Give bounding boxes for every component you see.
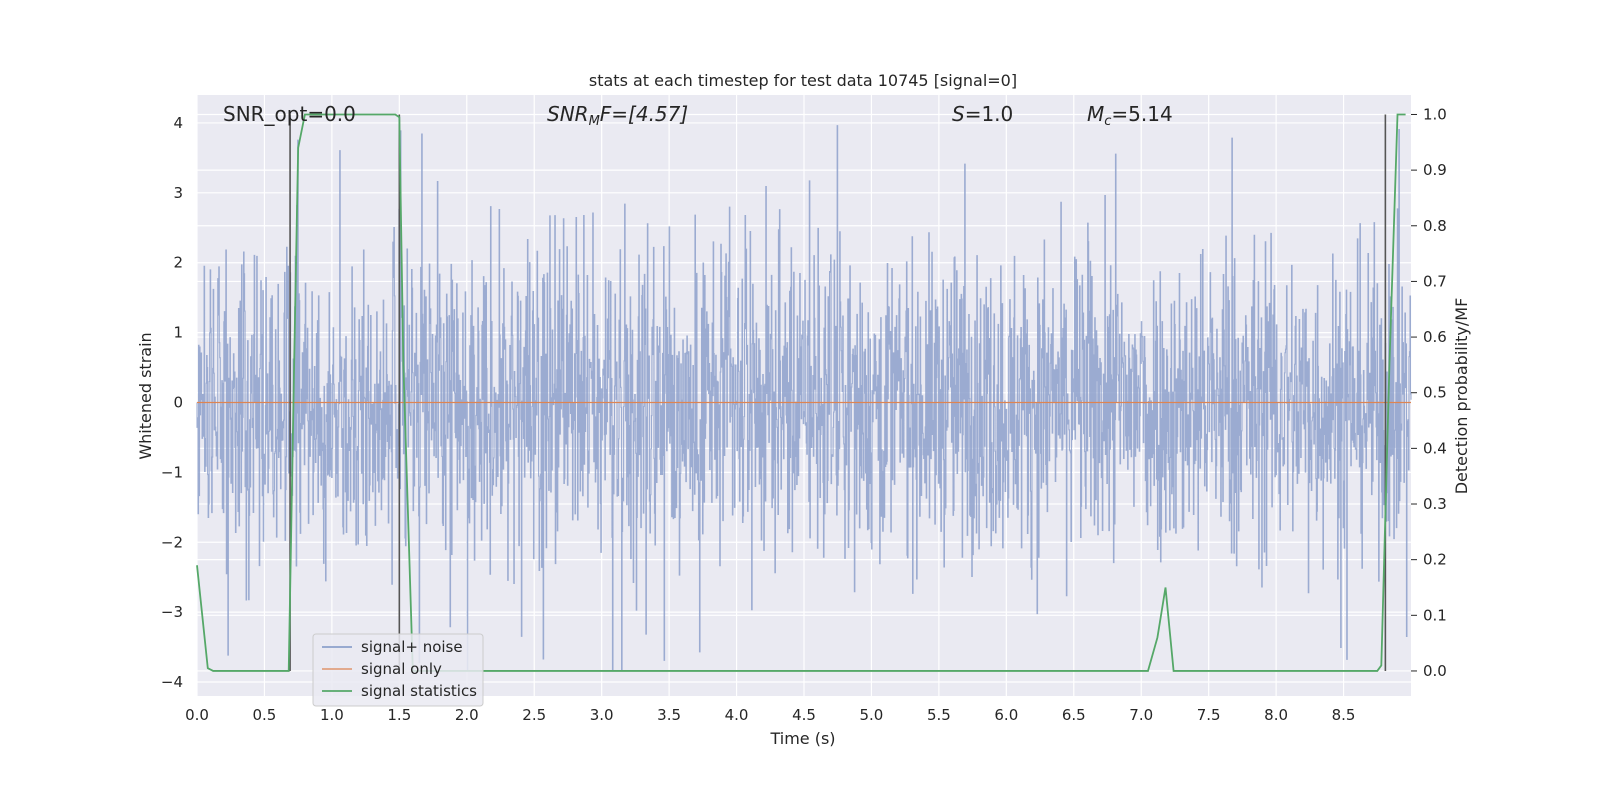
y-tick-label: 0 (173, 393, 183, 411)
x-tick-label: 3.5 (657, 706, 681, 724)
x-tick-label: 2.5 (522, 706, 546, 724)
y2-tick-label: 0.1 (1423, 606, 1447, 624)
annotation-snr-opt: SNR_opt=0.0 (223, 102, 356, 126)
y-axis-ticks: 4 3 2 1 0 −1 −2 −3 −4 (161, 114, 183, 691)
annotation-snr-mf: SNRMF=[4.57] (547, 102, 688, 129)
annotation-mc-rest: =5.14 (1111, 102, 1172, 126)
x-tick-label: 5.5 (927, 706, 951, 724)
x-tick-label: 4.0 (725, 706, 749, 724)
y-tick-label: 1 (173, 324, 183, 342)
y2-tick-label: 0.6 (1423, 328, 1447, 346)
x-tick-label: 6.5 (1062, 706, 1086, 724)
y2-tick-label: 0.3 (1423, 495, 1447, 513)
x-tick-label: 4.5 (792, 706, 816, 724)
x-tick-label: 5.0 (860, 706, 884, 724)
y-tick-label: 4 (173, 114, 183, 132)
legend-label-signal-only: signal only (361, 660, 442, 678)
legend: signal+ noise signal only signal statist… (312, 633, 484, 707)
y2-tick-label: 0.9 (1423, 161, 1447, 179)
annotation-mc-main: M (1087, 102, 1104, 126)
annotation-snr-mf-rest: F=[4.57] (600, 102, 688, 126)
legend-label-signal-statistics: signal statistics (361, 682, 477, 700)
x-tick-label: 1.5 (387, 706, 411, 724)
annotation-s: S=1.0 (952, 102, 1013, 126)
x-tick-label: 6.0 (994, 706, 1018, 724)
legend-box (312, 633, 484, 707)
y-tick-label: 3 (173, 184, 183, 202)
x-tick-label: 1.0 (320, 706, 344, 724)
x-tick-label: 7.5 (1197, 706, 1221, 724)
y2-tick-label: 0.8 (1423, 217, 1447, 235)
y-tick-label: −2 (161, 533, 183, 551)
y-tick-label: −3 (161, 603, 183, 621)
signal-statistics-series (196, 113, 1406, 672)
y-tick-label: 2 (173, 254, 183, 272)
y-axis-label: Whitened strain (136, 332, 155, 459)
x-tick-label: 2.0 (455, 706, 479, 724)
annotation-s-main: S (952, 102, 965, 126)
annotation-mc: Mc=5.14 (1087, 102, 1173, 129)
x-tick-label: 0.5 (253, 706, 277, 724)
legend-label-signal-plus-noise: signal+ noise (361, 638, 463, 656)
y2-axis-label: Detection probability/MF (1452, 298, 1471, 495)
y2-tick-label: 1.0 (1423, 105, 1447, 123)
x-tick-label: 8.5 (1332, 706, 1356, 724)
x-tick-label: 0.0 (185, 706, 209, 724)
y2-tick-label: 0.4 (1423, 439, 1447, 457)
x-axis-ticks: 0.0 0.5 1.0 1.5 2.0 2.5 3.0 3.5 4.0 4.5 5.0 5.5 6.0 6… (185, 706, 1355, 724)
annotation-snr-mf-sub: M (589, 114, 600, 129)
x-axis-label: Time (s) (769, 729, 835, 748)
x-tick-label: 3.0 (590, 706, 614, 724)
annotation-snr-mf-main: SNR (547, 102, 589, 126)
grid-lines (196, 95, 1411, 696)
y2-tick-label: 0.5 (1423, 384, 1447, 402)
y2-tick-label: 0.7 (1423, 272, 1447, 290)
y-tick-label: −4 (161, 673, 183, 691)
chart-title: stats at each timestep for test data 107… (589, 71, 1017, 90)
x-tick-label: 7.0 (1129, 706, 1153, 724)
annotation-s-rest: =1.0 (965, 102, 1014, 126)
y2-tick-label: 0.2 (1423, 551, 1447, 569)
y2-axis-ticks: 1.0 0.9 0.8 0.7 0.6 0.5 0.4 0.3 0.2 0.1 0.0 (1411, 105, 1447, 680)
x-tick-label: 8.0 (1264, 706, 1288, 724)
y2-tick-label: 0.0 (1423, 662, 1447, 680)
y-tick-label: −1 (161, 463, 183, 481)
annotation-mc-sub: c (1104, 114, 1111, 129)
